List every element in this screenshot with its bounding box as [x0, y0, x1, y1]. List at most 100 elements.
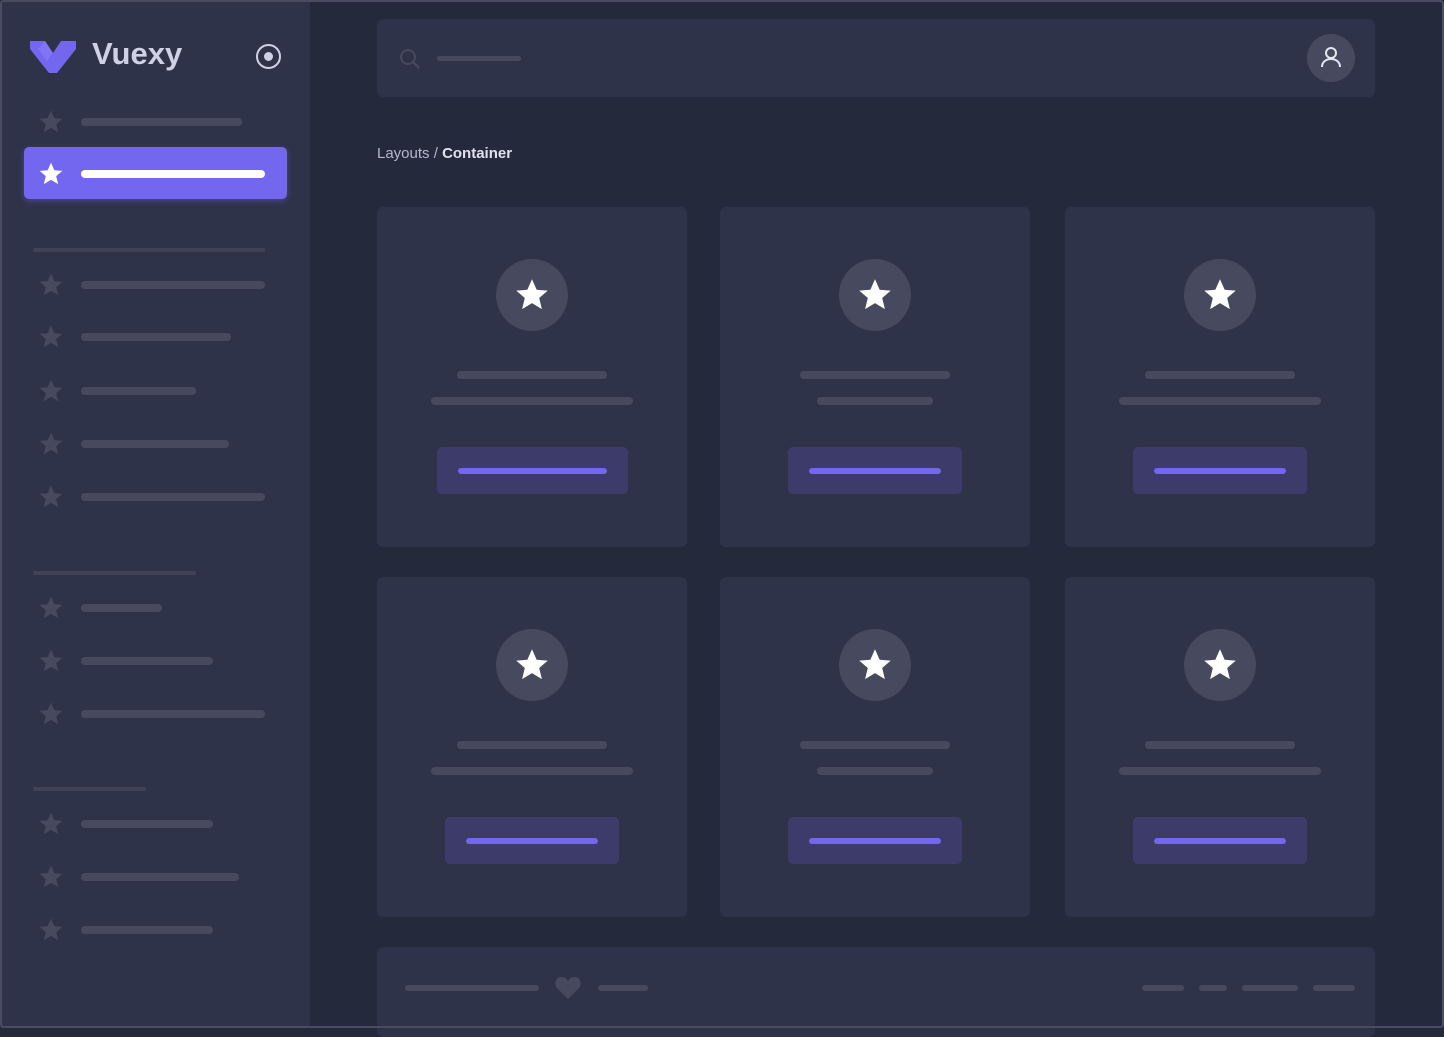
card-title: [457, 371, 607, 379]
user-icon: [1321, 47, 1341, 68]
card-button[interactable]: [436, 447, 628, 494]
sidebar-item-label: [81, 387, 196, 395]
card-button-label: [809, 838, 941, 844]
star-icon: [38, 648, 64, 674]
star-icon: [38, 431, 64, 457]
sidebar-item-label: [81, 926, 213, 934]
footer-text: [598, 985, 648, 991]
card-title: [800, 371, 950, 379]
sidebar-section-divider: [33, 571, 196, 575]
star-icon: [514, 647, 550, 683]
content-card: [720, 577, 1030, 917]
sidebar-item-label: [81, 493, 265, 501]
sidebar-item[interactable]: [36, 160, 269, 188]
sidebar-item[interactable]: [36, 430, 233, 458]
card-button-label: [457, 468, 607, 474]
breadcrumb: Layouts / Container: [377, 145, 512, 162]
footer-link[interactable]: [1313, 985, 1355, 991]
sidebar-item-label: [81, 820, 213, 828]
content-card: [1065, 577, 1375, 917]
star-icon: [38, 161, 64, 187]
footer-link[interactable]: [1199, 985, 1227, 991]
card-icon-avatar: [839, 259, 911, 331]
sidebar-item[interactable]: [36, 483, 269, 511]
card-text: [431, 397, 633, 405]
card-button[interactable]: [1133, 447, 1307, 494]
search-icon[interactable]: [399, 48, 421, 70]
card-text: [1119, 397, 1321, 405]
star-icon: [38, 811, 64, 837]
avatar[interactable]: [1307, 34, 1355, 82]
star-icon: [514, 277, 550, 313]
sidebar-item-label: [81, 333, 231, 341]
brand-name: Vuexy: [92, 36, 183, 71]
card-button[interactable]: [445, 817, 619, 864]
star-icon: [1202, 277, 1238, 313]
footer-text: [405, 985, 539, 991]
card-title: [800, 741, 950, 749]
card-button[interactable]: [788, 817, 962, 864]
star-icon: [38, 595, 64, 621]
card-button-label: [809, 468, 941, 474]
search-input[interactable]: [437, 56, 521, 61]
card-button-label: [1154, 838, 1286, 844]
card-title: [1145, 741, 1295, 749]
sidebar-item[interactable]: [36, 323, 235, 351]
content-card: [1065, 207, 1375, 547]
breadcrumb-current: Container: [442, 145, 513, 162]
card-button[interactable]: [788, 447, 962, 494]
card-button-label: [466, 838, 598, 844]
star-icon: [38, 864, 64, 890]
sidebar-item-label: [81, 118, 242, 126]
vuexy-logo-icon: [30, 41, 76, 73]
sidebar-item[interactable]: [36, 647, 217, 675]
star-icon: [1202, 647, 1238, 683]
card-text: [817, 397, 933, 405]
sidebar-item-label: [81, 440, 229, 448]
sidebar-item[interactable]: [36, 700, 269, 728]
star-icon: [38, 378, 64, 404]
footer-link[interactable]: [1142, 985, 1184, 991]
sidebar-item[interactable]: [36, 594, 166, 622]
card-icon-avatar: [1184, 259, 1256, 331]
card-button[interactable]: [1133, 817, 1307, 864]
footer: [377, 947, 1375, 1037]
sidebar-toggle-icon[interactable]: [256, 44, 281, 69]
sidebar-item[interactable]: [36, 271, 269, 299]
star-icon: [38, 324, 64, 350]
sidebar-item[interactable]: [36, 916, 217, 944]
sidebar-item[interactable]: [36, 863, 243, 891]
sidebar-item[interactable]: [36, 810, 217, 838]
navbar: [377, 19, 1375, 97]
content-card: [720, 207, 1030, 547]
card-title: [1145, 371, 1295, 379]
star-icon: [38, 484, 64, 510]
card-text: [1119, 767, 1321, 775]
sidebar-item-label: [81, 604, 162, 612]
card-icon-avatar: [496, 259, 568, 331]
breadcrumb-parent[interactable]: Layouts: [377, 145, 430, 162]
sidebar-item[interactable]: [36, 108, 246, 136]
star-icon: [38, 109, 64, 135]
brand-logo[interactable]: [30, 41, 76, 73]
sidebar: Vuexy: [0, 0, 310, 1028]
heart-icon: [555, 976, 581, 999]
sidebar-item-label: [81, 657, 213, 665]
sidebar-item[interactable]: [36, 377, 200, 405]
star-icon: [38, 272, 64, 298]
card-text: [431, 767, 633, 775]
sidebar-section-divider: [33, 787, 146, 791]
card-icon-avatar: [496, 629, 568, 701]
sidebar-item-label: [81, 710, 265, 718]
sidebar-item-label: [81, 873, 239, 881]
sidebar-section-divider: [33, 248, 265, 252]
star-icon: [38, 917, 64, 943]
card-text: [817, 767, 933, 775]
card-title: [457, 741, 607, 749]
content-card: [377, 577, 687, 917]
card-icon-avatar: [839, 629, 911, 701]
footer-link[interactable]: [1242, 985, 1298, 991]
star-icon: [38, 701, 64, 727]
breadcrumb-separator: /: [429, 145, 443, 162]
card-button-label: [1154, 468, 1286, 474]
